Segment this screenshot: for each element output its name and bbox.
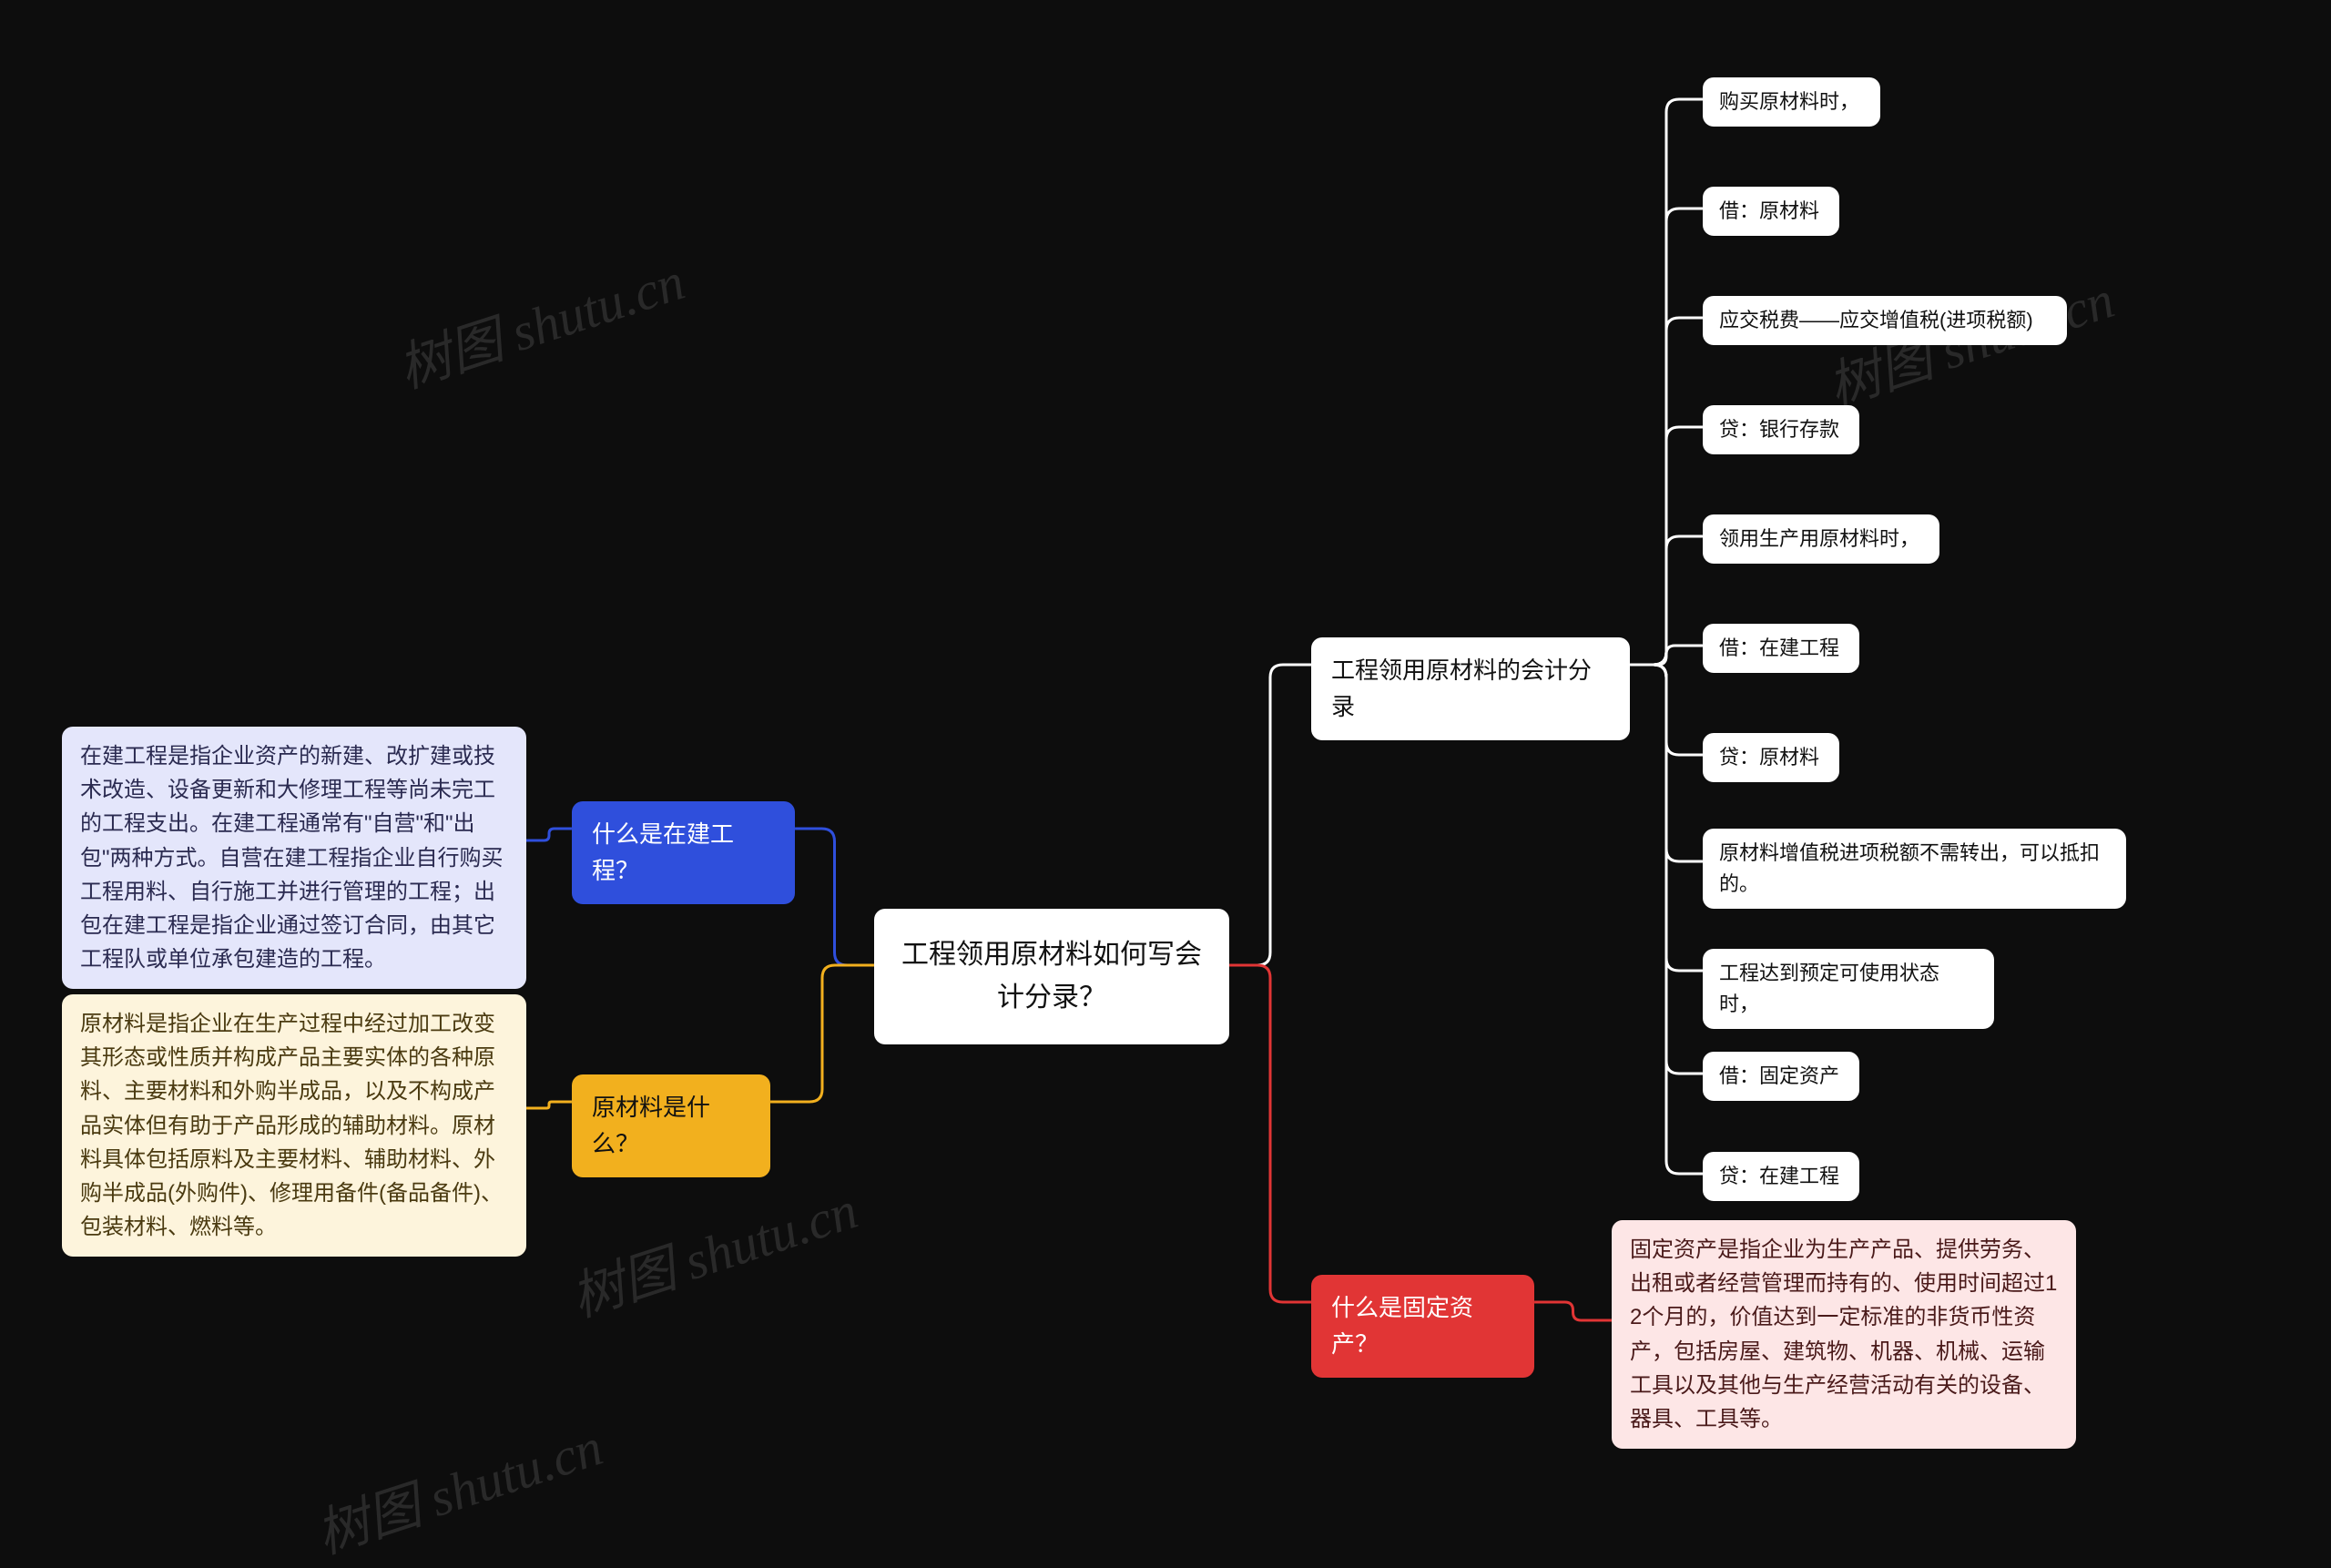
mindmap-node-r1_11[interactable]: 贷：在建工程: [1703, 1152, 1859, 1201]
mindmap-node-r1[interactable]: 工程领用原材料的会计分录: [1311, 637, 1630, 740]
edge-r1-r1_2: [1630, 209, 1703, 665]
mindmap-node-r1_8[interactable]: 原材料增值税进项税额不需转出，可以抵扣的。: [1703, 829, 2126, 909]
watermark: 树图 shutu.cn: [560, 1167, 865, 1331]
edge-r1-r1_11: [1630, 665, 1703, 1174]
edge-r1-r1_9: [1630, 665, 1703, 971]
edge-r1-r1_4: [1630, 427, 1703, 665]
mindmap-node-r2[interactable]: 什么是固定资产？: [1311, 1275, 1534, 1378]
watermark: 树图 shutu.cn: [305, 1404, 610, 1568]
mindmap-node-r1_2[interactable]: 借：原材料: [1703, 187, 1839, 236]
mindmap-canvas[interactable]: 树图 shutu.cn树图 shutu.cn树图 shutu.cn树图 shut…: [0, 0, 2331, 1452]
mindmap-node-l2[interactable]: 原材料是什么？: [572, 1074, 770, 1177]
mindmap-node-r1_4[interactable]: 贷：银行存款: [1703, 405, 1859, 454]
mindmap-node-l1d[interactable]: 在建工程是指企业资产的新建、改扩建或技术改造、设备更新和大修理工程等尚未完工的工…: [62, 727, 526, 989]
mindmap-node-r1_3[interactable]: 应交税费——应交增值税(进项税额): [1703, 296, 2067, 345]
edge-l1-l1d: [526, 829, 572, 840]
mindmap-node-r1_6[interactable]: 借：在建工程: [1703, 624, 1859, 673]
edge-r1-r1_7: [1630, 665, 1703, 755]
edge-root-r1: [1229, 665, 1311, 965]
edge-root-l1: [795, 829, 874, 965]
edge-l2-l2d: [526, 1102, 572, 1108]
mindmap-node-l1[interactable]: 什么是在建工程？: [572, 801, 795, 904]
edge-r1-r1_10: [1630, 665, 1703, 1074]
mindmap-node-r1_5[interactable]: 领用生产用原材料时，: [1703, 514, 1939, 564]
mindmap-node-r1_1[interactable]: 购买原材料时，: [1703, 77, 1880, 127]
mindmap-node-r1_7[interactable]: 贷：原材料: [1703, 733, 1839, 782]
mindmap-node-root[interactable]: 工程领用原材料如何写会计分录？: [874, 909, 1229, 1044]
watermark: 树图 shutu.cn: [387, 239, 692, 402]
edge-r1-r1_5: [1630, 536, 1703, 665]
mindmap-node-r1_9[interactable]: 工程达到预定可使用状态时，: [1703, 949, 1994, 1029]
edge-root-r2: [1229, 965, 1311, 1302]
edge-root-l2: [770, 965, 874, 1102]
edge-r1-r1_3: [1630, 318, 1703, 665]
edge-r1-r1_8: [1630, 665, 1703, 861]
mindmap-node-r2d[interactable]: 固定资产是指企业为生产产品、提供劳务、出租或者经营管理而持有的、使用时间超过12…: [1612, 1220, 2076, 1449]
mindmap-node-r1_10[interactable]: 借：固定资产: [1703, 1052, 1859, 1101]
mindmap-node-l2d[interactable]: 原材料是指企业在生产过程中经过加工改变其形态或性质并构成产品主要实体的各种原料、…: [62, 994, 526, 1257]
edge-r1-r1_1: [1630, 99, 1703, 665]
edge-r1-r1_6: [1630, 646, 1703, 665]
edge-r2-r2d: [1534, 1302, 1612, 1320]
